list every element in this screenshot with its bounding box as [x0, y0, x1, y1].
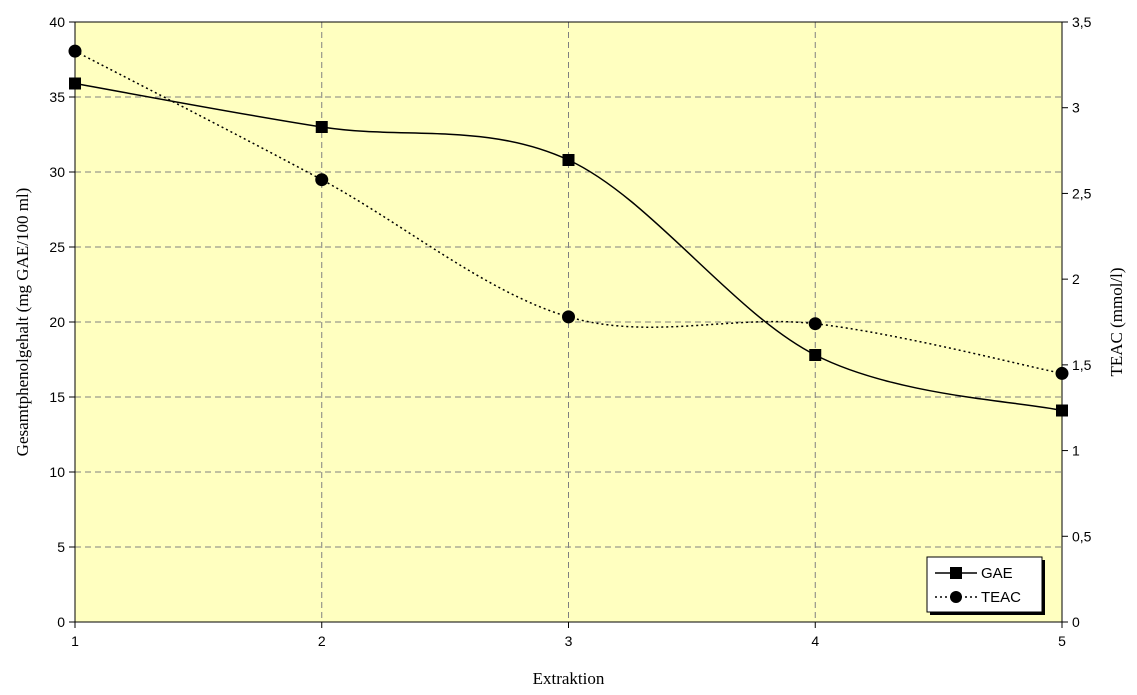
data-point-gae: [315, 121, 328, 133]
y2-tick-label: 3: [1072, 100, 1080, 116]
y2-tick-label: 3,5: [1072, 14, 1092, 30]
data-point-gae: [1056, 404, 1068, 417]
x-tick-label: 1: [71, 633, 79, 649]
legend-label-teac: TEAC: [981, 589, 1021, 606]
y-tick-label: 15: [49, 389, 65, 405]
data-point-gae: [809, 349, 822, 361]
y-tick-label: 30: [49, 164, 65, 180]
y-tick-label: 25: [49, 239, 65, 255]
plot-border: [74, 21, 1063, 623]
y2-axis-title: TEAC (mmol/l): [1107, 267, 1126, 376]
y-tick-label: 20: [49, 314, 65, 330]
legend-marker-teac: [950, 591, 962, 603]
y2-tick-label: 1: [1072, 443, 1080, 459]
data-point-teac: [808, 317, 822, 331]
series-layer: [68, 44, 1069, 417]
y-tick-label: 5: [57, 539, 65, 555]
y2-tick-label: 2: [1072, 271, 1080, 287]
y2-tick-label: 0,5: [1072, 528, 1092, 544]
y2-tick-label: 2,5: [1072, 185, 1092, 201]
y-axis-title: Gesamtphenolgehalt (mg GAE/100 ml): [13, 188, 32, 457]
y2-tick-label: 1,5: [1072, 357, 1092, 373]
legend-label-gae: GAE: [981, 565, 1013, 582]
y-tick-label: 10: [49, 464, 65, 480]
data-point-teac: [315, 173, 329, 187]
data-point-gae: [69, 77, 81, 90]
y2-tick-label: 0: [1072, 614, 1080, 630]
data-point-gae: [562, 154, 575, 166]
legend: GAE TEAC: [926, 556, 1045, 615]
x-tick-label: 5: [1058, 633, 1066, 649]
legend-box: [926, 556, 1043, 613]
legend-marker-gae: [950, 567, 962, 579]
x-tick-label: 2: [318, 633, 326, 649]
data-point-teac: [562, 310, 575, 324]
x-tick-label: 3: [565, 633, 573, 649]
y-tick-label: 35: [49, 89, 65, 105]
x-axis-title: Extraktion: [533, 669, 605, 688]
data-point-teac: [1055, 366, 1069, 380]
y-tick-label: 0: [57, 614, 65, 630]
series-line-gae: [74, 82, 1063, 412]
x-tick-label: 4: [811, 633, 819, 649]
y-tick-label: 40: [49, 14, 65, 30]
data-point-teac: [68, 44, 82, 58]
